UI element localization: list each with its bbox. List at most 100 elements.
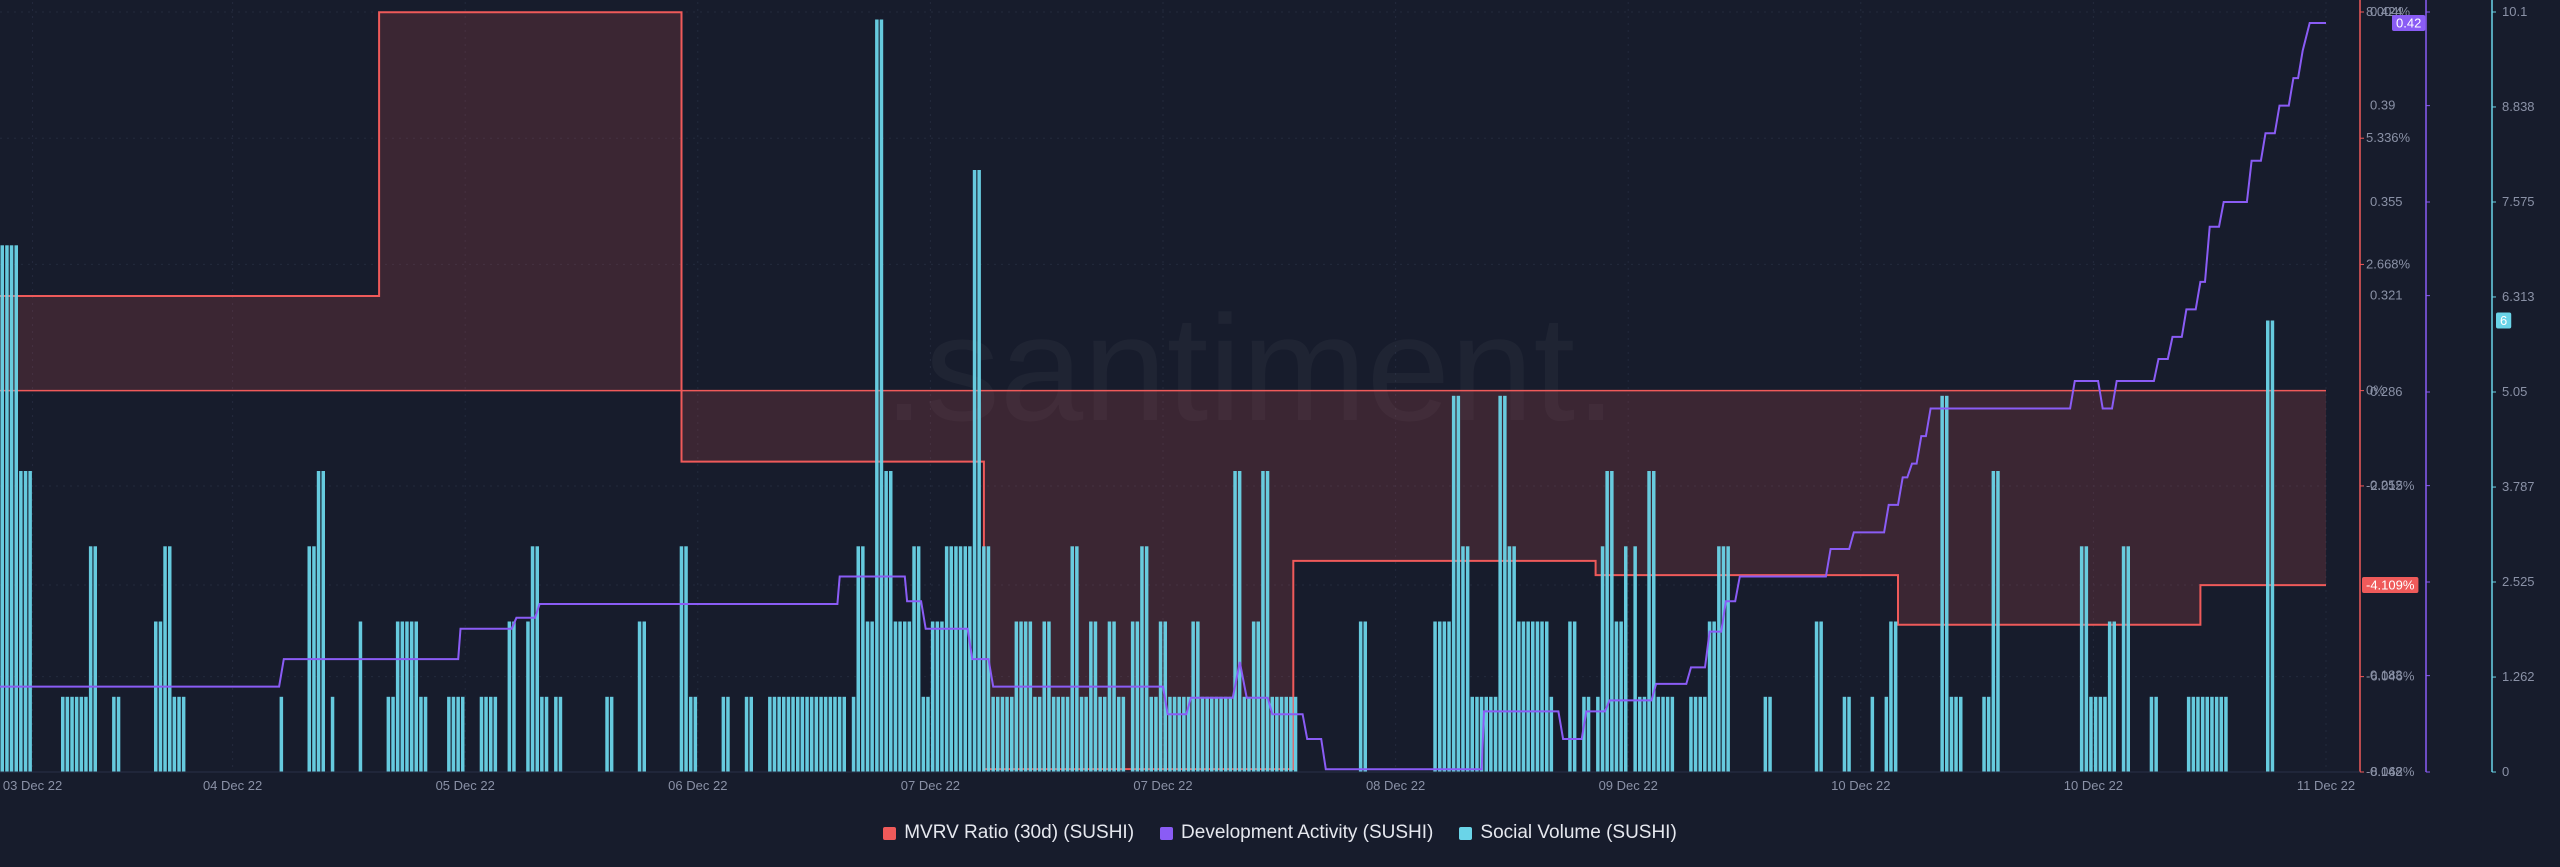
social-bar-10 <box>74 696 79 772</box>
social-bar-228 <box>1670 696 1675 772</box>
social-bar-187 <box>1451 395 1456 772</box>
social-bar-117 <box>996 696 1000 772</box>
social-bar-276 <box>2219 696 2223 772</box>
social-bar-88 <box>861 546 865 772</box>
social-bar-92 <box>879 19 884 772</box>
social-bar-63 <box>689 696 693 772</box>
social-bar-231 <box>1698 696 1702 772</box>
social-bar-264 <box>2112 621 2116 772</box>
social-bar-211 <box>1582 696 1586 772</box>
social-bar-272 <box>2200 696 2205 772</box>
social-bar-149 <box>1149 696 1153 772</box>
social-bar-105 <box>940 621 944 772</box>
social-volume-series[interactable] <box>0 19 2275 773</box>
social-bar-212 <box>1586 696 1591 772</box>
social-bar-154 <box>1172 696 1177 772</box>
legend-label-dev: Development Activity (SUSHI) <box>1181 822 1434 843</box>
legend-item-dev[interactable]: Development Activity (SUSHI) <box>1160 822 1433 844</box>
legend-swatch-dev <box>1160 826 1174 840</box>
social-tick-5: 3.787 <box>2502 479 2535 494</box>
social-bar-186 <box>1447 621 1451 772</box>
social-bar-235 <box>1717 546 1721 772</box>
social-bar-36 <box>409 621 414 772</box>
social-bar-138 <box>1093 621 1098 772</box>
social-bar-34 <box>400 621 405 772</box>
social-bar-223 <box>1647 471 1651 772</box>
social-bar-69 <box>768 696 772 772</box>
social-bar-15 <box>112 696 116 772</box>
social-bar-257 <box>2079 546 2084 772</box>
social-bar-195 <box>1489 696 1493 772</box>
social-bar-201 <box>1517 621 1521 772</box>
social-bar-13 <box>88 546 93 772</box>
social-bar-183 <box>1433 621 1437 772</box>
social-bar-108 <box>954 546 958 772</box>
social-bar-277 <box>2224 696 2228 772</box>
social-bar-20 <box>168 546 172 772</box>
social-bar-122 <box>1019 621 1023 772</box>
social-bar-141 <box>1107 621 1112 772</box>
social-bar-47 <box>493 696 498 772</box>
social-current-value: 6 <box>2500 313 2507 328</box>
social-bar-241 <box>1819 621 1823 772</box>
social-bar-238 <box>1763 696 1768 772</box>
social-bar-37 <box>414 621 418 772</box>
social-bar-90 <box>870 621 874 772</box>
social-bar-45 <box>484 696 488 772</box>
social-bar-112 <box>972 170 977 772</box>
social-bar-140 <box>1103 696 1107 772</box>
social-bar-111 <box>968 546 972 772</box>
social-bar-135 <box>1079 696 1084 772</box>
social-bar-81 <box>823 696 828 772</box>
social-bar-73 <box>786 696 791 772</box>
social-tick-2: 7.575 <box>2502 194 2535 209</box>
social-bar-50 <box>526 621 530 772</box>
social-bar-91 <box>875 19 879 772</box>
legend-item-social[interactable]: Social Volume (SUSHI) <box>1459 822 1677 844</box>
social-bar-163 <box>1214 696 1219 772</box>
current-value-badges: -4.109% 0.42 6 <box>2362 15 2512 594</box>
social-bar-266 <box>2126 546 2130 772</box>
dev-tick-7: 0.183 <box>2370 668 2403 683</box>
social-bar-49 <box>512 621 516 772</box>
social-bar-98 <box>907 621 912 772</box>
social-bar-216 <box>1610 471 1614 772</box>
social-bar-28 <box>321 471 325 772</box>
social-bar-145 <box>1130 621 1135 772</box>
social-bar-124 <box>1028 621 1033 772</box>
social-bar-128 <box>1047 621 1051 772</box>
legend-item-mvrv[interactable]: MVRV Ratio (30d) (SUSHI) <box>883 822 1134 844</box>
social-bar-220 <box>1633 546 1637 772</box>
social-bar-19 <box>163 546 167 772</box>
social-bar-229 <box>1689 696 1693 772</box>
social-bar-275 <box>2214 696 2219 772</box>
x-tick-4: 07 Dec 22 <box>901 778 960 793</box>
social-bar-155 <box>1177 696 1181 772</box>
mvrv-series[interactable] <box>0 11 2326 771</box>
social-bar-79 <box>814 696 819 772</box>
social-bar-196 <box>1493 696 1498 772</box>
social-bar-106 <box>944 546 949 772</box>
social-bar-200 <box>1512 546 1516 772</box>
social-bar-240 <box>1814 621 1819 772</box>
social-tick-0: 10.1 <box>2502 4 2527 19</box>
social-bar-205 <box>1535 621 1540 772</box>
social-bar-6 <box>28 471 32 772</box>
social-bar-89 <box>865 621 870 772</box>
social-bar-27 <box>316 471 321 772</box>
social-bar-14 <box>93 546 97 772</box>
development-activity-series[interactable] <box>0 22 2326 771</box>
social-bar-17 <box>154 621 158 772</box>
social-bar-118 <box>1000 696 1005 772</box>
social-bar-82 <box>828 696 833 772</box>
social-bar-8 <box>65 696 70 772</box>
social-bar-11 <box>79 696 84 772</box>
social-bar-30 <box>358 621 363 772</box>
social-bar-224 <box>1652 471 1656 772</box>
social-bar-198 <box>1503 395 1507 772</box>
dev-tick-2: 0.355 <box>2370 194 2403 209</box>
x-tick-6: 08 Dec 22 <box>1366 778 1425 793</box>
social-bar-166 <box>1228 696 1233 772</box>
social-bar-143 <box>1117 696 1121 772</box>
social-bar-127 <box>1042 621 1046 772</box>
